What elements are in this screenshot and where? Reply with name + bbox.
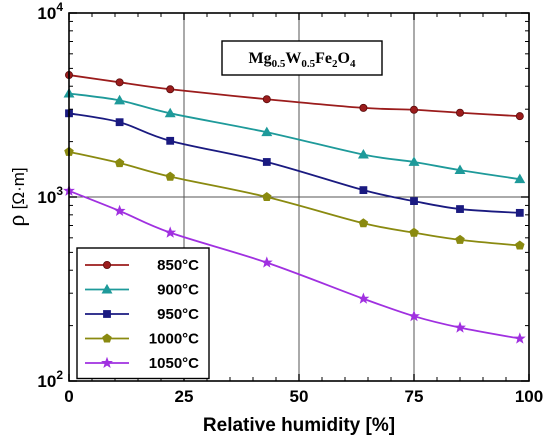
data-point [454,321,466,333]
x-tick-label: 0 [64,387,73,406]
data-point [262,191,272,202]
data-point [408,156,420,166]
y-tick-label: 102 [37,368,63,391]
formula-symbol: W [285,50,301,67]
data-point [358,218,369,228]
legend-marker [103,260,112,269]
data-point [166,85,175,94]
data-point [166,136,175,145]
legend-marker [101,283,113,294]
series-3 [65,109,524,217]
data-point [115,78,124,87]
series-line [68,112,520,214]
data-point [357,292,370,304]
formula-symbol: Mg [249,50,272,67]
y-tick-label: 104 [37,0,63,23]
formula-box: Mg0.5W0.5Fe2O4 [221,40,383,76]
svg-text:ρ [Ω·m]: ρ [Ω·m] [4,167,30,226]
data-point [359,186,368,195]
legend-marker [102,333,112,343]
data-point [515,112,524,121]
data-point [114,158,125,168]
data-point [262,158,271,166]
data-point [456,205,464,213]
series-line [68,74,520,118]
series-2 [63,87,526,184]
data-point [113,204,126,216]
data-point [454,164,466,175]
x-tick-label: 25 [175,387,194,406]
series-line [68,150,520,247]
formula-symbol: Fe [315,50,332,67]
series-4 [64,146,525,250]
formula-symbol: O [338,50,350,67]
series-line [68,92,520,181]
x-tick-label: 75 [405,387,424,406]
data-point [455,108,464,117]
data-point [513,332,526,344]
data-point [164,226,177,238]
data-point [260,256,273,268]
data-point [409,227,419,237]
legend-label: 850°C [157,257,199,274]
legend-label: 1050°C [149,355,199,372]
series-layer [63,71,526,344]
data-point [359,103,368,112]
ticks: 0 25 50 75 100 102 103 104 [37,0,543,406]
legend: 850°C 900°C 950°C 1000°C 1050°C [76,247,210,380]
formula-subscript: 0.5 [272,58,286,70]
data-point [114,94,126,105]
x-axis-label: Relative humidity [%] [203,415,395,436]
data-point [514,173,526,184]
data-point [164,107,176,118]
legend-item: 950°C [85,306,199,323]
legend-label: 950°C [157,306,199,323]
y-axis-unit: [Ω·m] [9,167,28,209]
formula-subscript: 2 [332,58,338,70]
formula-text: Mg0.5W0.5Fe2O4 [249,50,356,70]
legend-marker [101,356,113,369]
y-tick-label: 103 [37,184,63,207]
legend-label: 1000°C [149,331,199,348]
legend-item: 1000°C [85,331,199,348]
series-1 [65,71,524,121]
legend-label: 900°C [157,282,199,299]
data-point [408,309,420,322]
legend-item: 1050°C [85,355,199,372]
data-point [410,197,418,205]
legend-item: 900°C [85,282,199,299]
data-point [357,148,369,159]
series-line [68,190,520,340]
legend-item: 850°C [85,257,199,274]
y-axis-label: ρ [Ω·m] [4,167,30,226]
formula-subscript: 4 [350,58,356,70]
data-point [261,126,273,137]
data-point [455,234,465,244]
data-point [409,105,418,114]
data-point [262,95,271,104]
x-tick-label: 100 [515,387,543,406]
formula-subscript: 0.5 [301,58,315,70]
legend-marker [103,310,111,318]
data-point [515,240,525,250]
data-point [165,171,175,181]
y-axis-symbol: ρ [4,215,30,227]
data-point [515,208,524,217]
x-tick-label: 50 [290,387,309,406]
data-point [115,118,124,127]
